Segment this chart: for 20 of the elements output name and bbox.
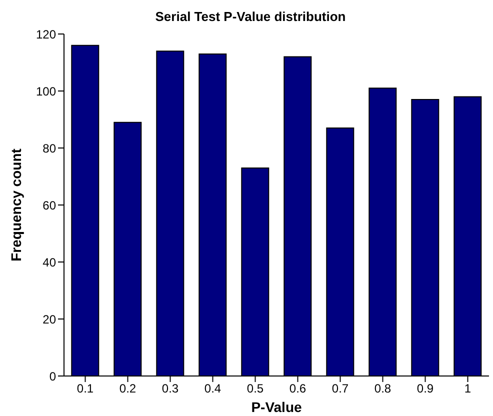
y-tick-label: 60 (42, 198, 56, 212)
chart-title: Serial Test P-Value distribution (154, 8, 347, 26)
y-tick-label: 120 (36, 27, 56, 42)
x-tick-label: 1 (464, 382, 472, 396)
x-tick-label: 0.1 (76, 382, 94, 396)
x-tick-label: 0.4 (204, 382, 222, 396)
y-tick-label: 20 (42, 312, 56, 326)
y-axis-title: Frequency count (8, 148, 24, 262)
x-tick-label: 0.8 (374, 382, 392, 396)
x-tick-label: 0.7 (332, 382, 349, 396)
x-tick-label: 0.3 (162, 382, 179, 396)
x-tick-label: 0.6 (289, 382, 306, 396)
y-tick-label: 100 (36, 84, 56, 98)
x-tick-label: 0.9 (416, 382, 434, 396)
y-tick-label: 0 (49, 369, 56, 384)
x-tick-label: 0.2 (119, 382, 136, 396)
x-tick-label: 0.5 (246, 382, 264, 396)
y-tick-label: 40 (42, 255, 56, 270)
y-tick-label: 80 (42, 141, 56, 156)
x-axis-title: P-Value (251, 399, 302, 415)
